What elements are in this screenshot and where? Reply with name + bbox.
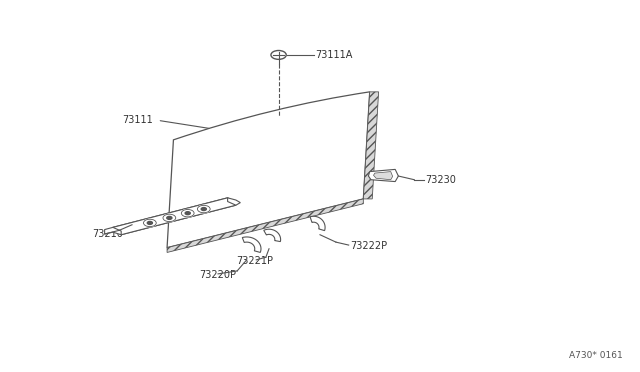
Circle shape [201,208,206,211]
Polygon shape [243,237,261,253]
Polygon shape [364,92,379,199]
Polygon shape [113,198,236,235]
Text: 73210: 73210 [93,229,124,239]
Circle shape [271,51,286,60]
Circle shape [167,217,172,219]
Polygon shape [310,216,325,231]
Circle shape [185,212,190,215]
Text: 73221P: 73221P [236,256,273,266]
Polygon shape [369,169,398,182]
Polygon shape [113,198,236,235]
Text: A730* 0161: A730* 0161 [569,350,623,359]
Polygon shape [167,199,364,253]
Circle shape [163,214,176,222]
Polygon shape [264,229,280,241]
Text: 73220P: 73220P [199,270,236,280]
Polygon shape [104,227,121,235]
Text: 73230: 73230 [425,175,456,185]
Text: 73111: 73111 [122,115,153,125]
Circle shape [143,219,156,227]
Text: 73222P: 73222P [350,241,387,251]
Circle shape [181,209,194,217]
PathPatch shape [167,92,370,248]
Circle shape [147,221,152,224]
Polygon shape [228,198,241,205]
Text: 73111A: 73111A [315,50,352,60]
Circle shape [197,205,210,213]
Polygon shape [374,171,393,180]
